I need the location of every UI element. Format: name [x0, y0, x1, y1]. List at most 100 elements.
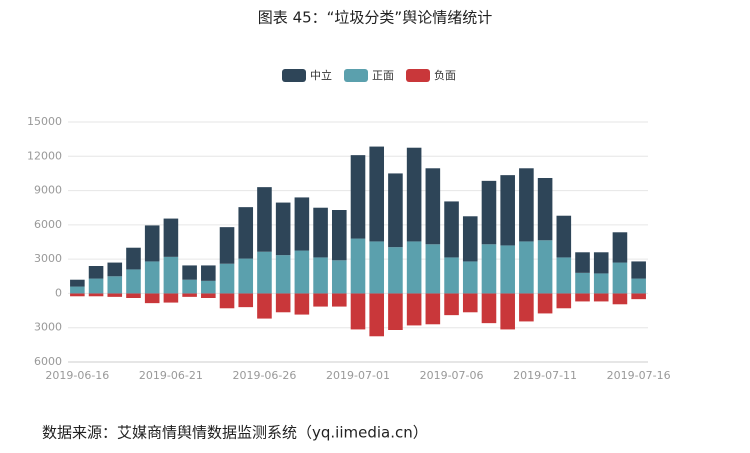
bar	[425, 244, 441, 294]
bar	[201, 293, 216, 298]
bar	[313, 207, 328, 258]
x-tick-label: 2019-06-26	[232, 369, 296, 382]
bar	[481, 293, 497, 324]
bar	[519, 168, 534, 242]
y-tick-label: 3000	[34, 321, 62, 334]
bar	[313, 257, 328, 294]
bar	[556, 215, 572, 258]
legend-swatch	[406, 69, 430, 82]
bar	[444, 293, 459, 316]
bar	[201, 265, 216, 281]
bar	[144, 293, 160, 304]
bar	[88, 266, 104, 279]
bar	[331, 293, 347, 307]
bar	[481, 244, 497, 294]
bar	[350, 238, 366, 294]
bar	[631, 261, 646, 279]
bar	[182, 293, 197, 297]
bar	[182, 279, 197, 294]
bar	[350, 155, 366, 239]
bar	[331, 260, 347, 294]
chart-title: 图表 45：“垃圾分类”舆论情绪统计	[258, 9, 492, 27]
bar	[219, 293, 235, 309]
bar	[481, 180, 497, 245]
legend-swatch	[344, 69, 368, 82]
y-tick-label: 12000	[27, 149, 62, 162]
bar	[88, 278, 104, 294]
bar	[201, 280, 216, 294]
bar	[575, 293, 590, 302]
bar	[406, 293, 422, 326]
bar	[126, 247, 141, 270]
bar	[350, 293, 366, 330]
bar	[257, 187, 272, 252]
bar	[612, 262, 628, 294]
bar	[144, 225, 160, 262]
bar	[593, 273, 609, 294]
bar	[537, 240, 553, 294]
x-tick-label: 2019-07-01	[326, 369, 390, 382]
bar	[556, 293, 572, 309]
y-tick-label: 0	[55, 286, 62, 299]
bar	[313, 293, 328, 307]
bar	[444, 257, 459, 294]
bar	[537, 293, 553, 314]
bar	[182, 265, 197, 280]
x-tick-label: 2019-07-16	[607, 369, 671, 382]
bar	[593, 252, 609, 274]
bar	[388, 247, 403, 294]
bar	[462, 216, 478, 262]
source-note: 数据来源：艾媒商情舆情数据监测系统（yq.iimedia.cn）	[42, 424, 428, 442]
bar	[294, 250, 310, 294]
legend-label: 正面	[372, 69, 394, 82]
bar	[238, 258, 254, 294]
bar	[444, 201, 459, 258]
bar	[238, 293, 254, 308]
bar	[107, 276, 123, 294]
bar	[163, 256, 179, 294]
bar	[519, 241, 534, 294]
bar	[462, 293, 478, 313]
bar	[593, 293, 609, 302]
bar	[556, 257, 572, 294]
bar	[406, 241, 422, 294]
bar	[294, 293, 310, 315]
y-tick-label: 3000	[34, 252, 62, 265]
bar	[612, 232, 628, 263]
x-tick-label: 2019-07-11	[513, 369, 577, 382]
bar	[70, 279, 85, 287]
bar	[294, 197, 310, 251]
bar	[107, 293, 123, 297]
legend-swatch	[282, 69, 306, 82]
bar	[219, 227, 235, 264]
x-tick-label: 2019-06-21	[139, 369, 203, 382]
bar	[144, 261, 160, 294]
bar	[238, 207, 254, 259]
bar	[70, 293, 85, 297]
bar	[612, 293, 628, 305]
bar	[70, 286, 85, 294]
bar	[126, 293, 141, 298]
bar	[257, 251, 272, 294]
bar	[425, 168, 441, 245]
bar	[537, 178, 553, 241]
bar	[369, 241, 385, 294]
bar	[369, 146, 385, 242]
bar	[388, 293, 403, 330]
bar	[275, 255, 291, 294]
x-tick-label: 2019-07-06	[420, 369, 484, 382]
bar	[500, 293, 515, 330]
bar	[257, 293, 272, 319]
legend-label: 中立	[310, 68, 332, 82]
bar	[163, 293, 179, 303]
y-tick-label: 6000	[34, 355, 62, 368]
bar	[388, 173, 403, 248]
bar	[519, 293, 534, 322]
x-tick-label: 2019-06-16	[45, 369, 109, 382]
y-tick-label: 6000	[34, 218, 62, 231]
bar	[163, 218, 179, 257]
bar	[107, 262, 123, 277]
bar	[500, 245, 515, 294]
bar	[406, 147, 422, 242]
